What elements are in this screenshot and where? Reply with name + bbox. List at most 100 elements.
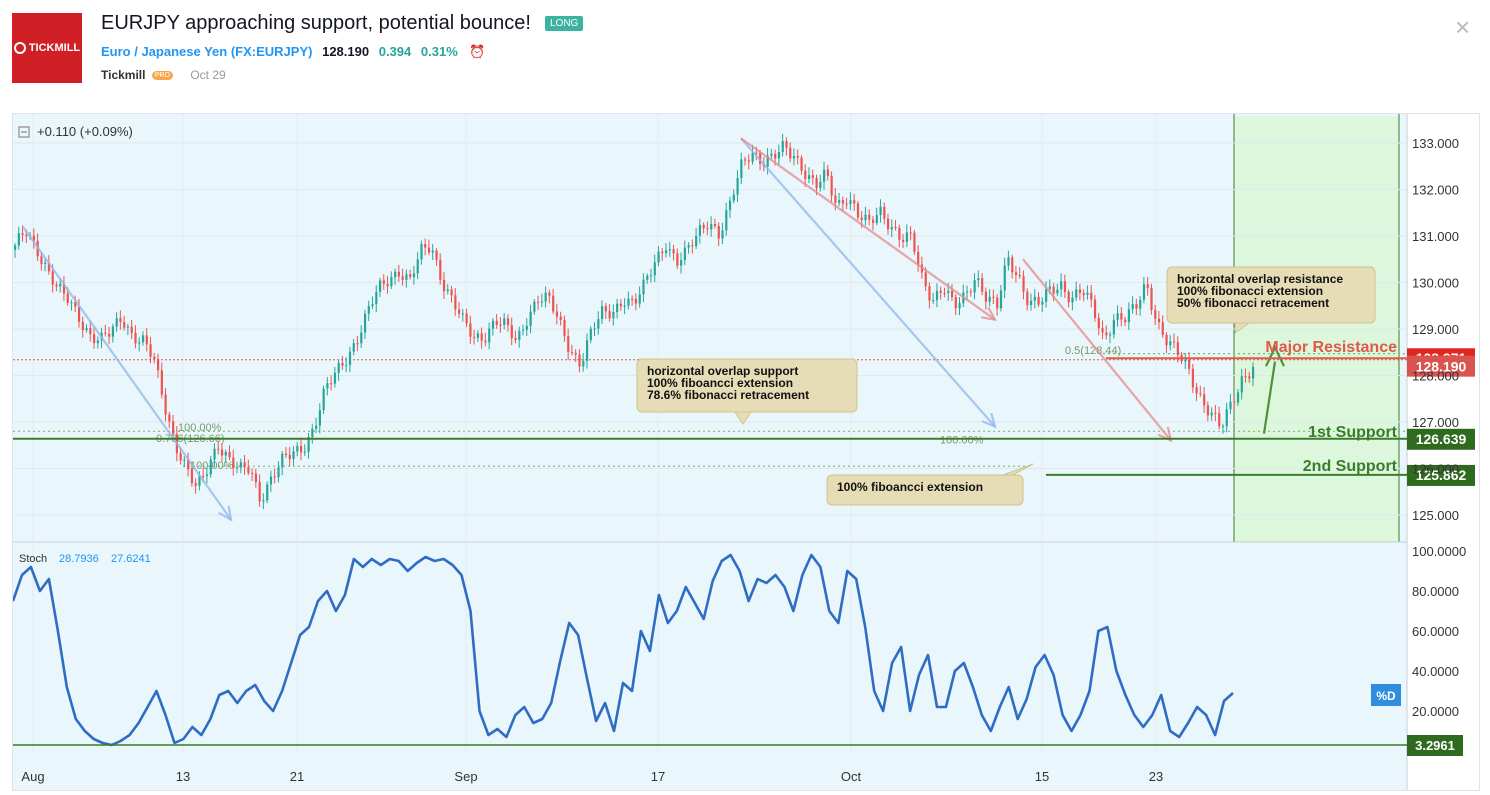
- candle-body: [1116, 313, 1119, 320]
- candle-body: [156, 358, 160, 371]
- candle-body: [935, 290, 939, 301]
- candle-body: [153, 356, 156, 359]
- candle-body: [111, 326, 115, 337]
- candle-body: [785, 141, 788, 148]
- candle-body: [333, 372, 337, 384]
- candle-body: [672, 249, 675, 254]
- candle-body: [807, 175, 811, 179]
- candle-body: [642, 279, 645, 295]
- candle-body: [405, 274, 408, 280]
- price-pane-bg: [13, 114, 1407, 542]
- level-name: 2nd Support: [1303, 458, 1398, 475]
- callout-tail: [734, 411, 752, 425]
- symbol-price: 128.190: [322, 44, 370, 59]
- stoch-reference: 3.2961: [13, 735, 1463, 756]
- candle-body: [905, 232, 909, 243]
- candle-body: [563, 319, 566, 337]
- candle-body: [401, 276, 404, 280]
- candle-body: [190, 469, 194, 484]
- symbol-name-link[interactable]: Euro / Japanese Yen: [101, 44, 228, 59]
- alarm-clock-icon[interactable]: ⏰: [469, 44, 486, 59]
- candle-body: [796, 156, 799, 158]
- candle-body: [582, 360, 585, 367]
- minus-square-icon[interactable]: [18, 126, 30, 138]
- close-icon[interactable]: ×: [1455, 12, 1471, 42]
- candle-body: [601, 306, 604, 320]
- candle-body: [1172, 341, 1176, 343]
- candle-body: [661, 251, 664, 254]
- candle-body: [104, 332, 107, 334]
- candle-body: [1109, 334, 1112, 336]
- time-axis: Aug 13 21 Sep 17 Oct 15 23: [21, 769, 1163, 784]
- candle-body: [145, 335, 148, 345]
- stoch-tick-label: 60.0000: [1412, 624, 1459, 639]
- candle-body: [525, 325, 528, 330]
- candle-body: [585, 340, 589, 361]
- candle-body: [1210, 412, 1213, 416]
- candle-body: [1063, 281, 1067, 292]
- candle-body: [435, 250, 438, 260]
- fib-label: 100.00%: [178, 422, 222, 434]
- author-link[interactable]: Tickmill: [101, 68, 146, 82]
- stoch-value-d: 27.6241: [111, 553, 151, 565]
- candle-body: [427, 247, 431, 253]
- candle-body: [1112, 319, 1115, 335]
- price-tick-label: 127.000: [1412, 415, 1459, 430]
- callout-tail: [1234, 322, 1251, 334]
- candle-body: [345, 364, 348, 366]
- key-levels: Major Resistance128.3711st Support126.63…: [13, 339, 1475, 486]
- candle-body: [638, 294, 641, 304]
- candle-body: [1007, 257, 1010, 266]
- candle-body: [194, 483, 197, 486]
- candle-body: [890, 227, 893, 230]
- candle-body: [491, 320, 495, 329]
- candle-body: [1018, 274, 1021, 277]
- candle-body: [1127, 309, 1131, 323]
- symbol-code-link[interactable]: (FX:EURJPY): [230, 44, 313, 59]
- candle-body: [1014, 272, 1018, 275]
- candle-body: [458, 309, 461, 314]
- candle-body: [992, 296, 995, 298]
- candle-body: [977, 278, 980, 281]
- price-tick-label: 129.000: [1412, 322, 1459, 337]
- candle-body: [811, 175, 814, 179]
- candle-body: [616, 303, 619, 313]
- candle-body: [224, 451, 227, 456]
- candle-body: [653, 262, 656, 276]
- candle-body: [1056, 289, 1059, 294]
- candle-body: [759, 152, 762, 164]
- candle-body: [695, 235, 698, 247]
- candle-body: [1146, 284, 1149, 288]
- candle-body: [612, 312, 615, 319]
- candle-body: [1169, 341, 1172, 346]
- candle-body: [875, 215, 878, 223]
- candle-body: [187, 459, 190, 470]
- chart-container[interactable]: 0.5(128.44)100.00%100.00%0.786(126.66)10…: [11, 113, 1480, 791]
- candle-body: [348, 351, 352, 365]
- candle-body: [1078, 289, 1082, 293]
- candle-body: [183, 459, 186, 461]
- candle-body: [913, 232, 916, 252]
- candle-body: [747, 160, 750, 162]
- chart-svg[interactable]: 0.5(128.44)100.00%100.00%0.786(126.66)10…: [11, 114, 1479, 790]
- candle-body: [823, 169, 826, 182]
- candle-body: [134, 332, 137, 344]
- candle-body: [999, 290, 1003, 309]
- level-price-tag: [1407, 428, 1475, 450]
- candle-body: [499, 324, 502, 326]
- stoch-tick-label: 80.0000: [1412, 584, 1459, 599]
- candle-body: [894, 227, 897, 229]
- candle-body: [363, 313, 367, 333]
- candle-body: [318, 410, 321, 426]
- candle-body: [597, 319, 600, 329]
- level-price-tag: [1407, 464, 1475, 486]
- candle-body: [119, 318, 122, 322]
- candle-body: [1082, 292, 1085, 296]
- candle-body: [262, 500, 265, 502]
- stoch-reference-tag: [1407, 735, 1463, 756]
- candle-body: [774, 153, 777, 159]
- callout-box: [1166, 266, 1376, 324]
- candle-body: [853, 200, 856, 204]
- candle-body: [442, 279, 446, 292]
- candle-body: [1233, 401, 1236, 403]
